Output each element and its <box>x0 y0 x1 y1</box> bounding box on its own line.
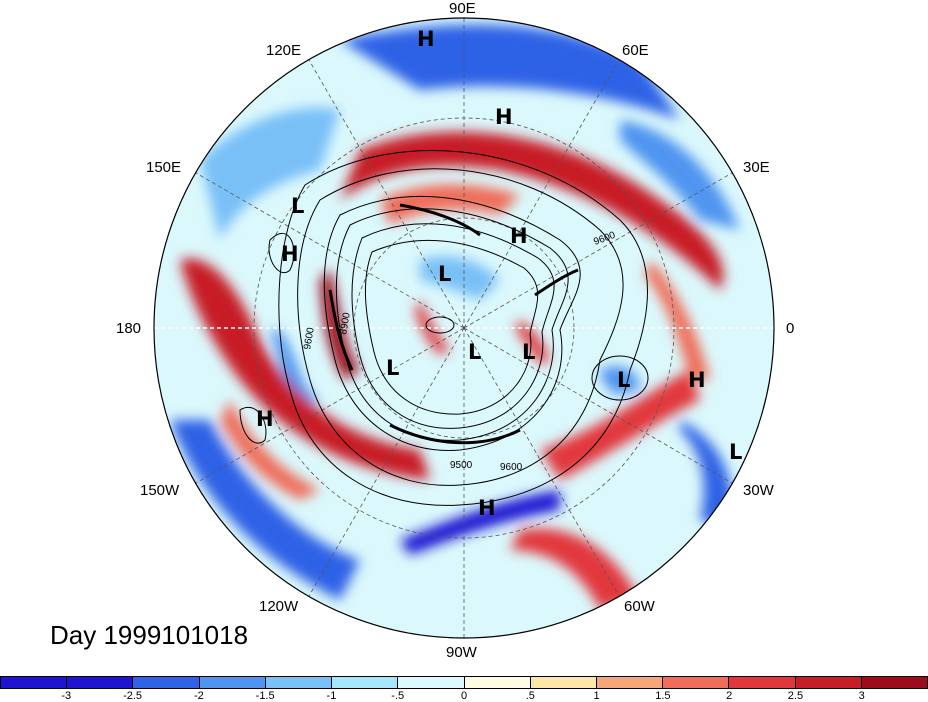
pressure-marker: L <box>617 368 631 392</box>
colorbar-swatch <box>199 677 266 688</box>
anomaly-field <box>154 18 774 638</box>
pressure-marker: H <box>495 105 513 129</box>
map-boundary <box>153 17 775 639</box>
contour-label-3: 9600 <box>500 462 523 473</box>
colorbar-tick-label: 3 <box>858 690 865 702</box>
lon-label-60w: 60W <box>624 598 655 615</box>
height-contours <box>239 150 649 506</box>
contour-label-2: 9500 <box>450 460 473 471</box>
contour-label-group: 9600 8900 9500 9600 9600 <box>302 230 617 473</box>
colorbar-tick-label: -2 <box>193 690 204 702</box>
jet-bands <box>328 203 579 445</box>
lon-label-30w: 30W <box>743 482 774 499</box>
colorbar-tick-label: -1 <box>326 690 337 702</box>
colorbar-swatch <box>0 677 68 688</box>
pressure-marker: H <box>417 27 435 51</box>
lon-label-120w: 120W <box>259 598 299 615</box>
pressure-marker: L <box>729 440 743 464</box>
lon-label-0: 0 <box>786 320 795 337</box>
lon-label-90e: 90E <box>449 0 476 17</box>
colorbar-tick-label: -2.5 <box>123 690 143 702</box>
colorbar-swatch <box>596 677 664 688</box>
pressure-marker: H <box>510 224 528 248</box>
colorbar-swatch <box>67 677 134 688</box>
lon-label-120e: 120E <box>266 42 302 59</box>
pressure-marker: H <box>256 407 274 431</box>
lon-label-150w: 150W <box>140 482 180 499</box>
colorbar-swatch <box>265 677 333 688</box>
date-label: Day 1999101018 <box>50 620 249 650</box>
colorbar-tick-label: -3 <box>61 690 72 702</box>
pressure-marker: L <box>522 340 536 364</box>
colorbar <box>0 676 928 689</box>
colorbar-swatch <box>861 677 928 688</box>
colorbar-swatch <box>133 677 200 688</box>
pressure-marker: H <box>281 242 299 266</box>
pressure-marker: L <box>468 340 482 364</box>
pressure-marker: L <box>291 194 305 218</box>
colorbar-tick-label: 0 <box>460 690 468 702</box>
pressure-marker: H <box>688 368 706 392</box>
colorbar-tick-label: -.5 <box>391 690 405 702</box>
lon-label-60e: 60E <box>622 42 649 59</box>
colorbar-swatch <box>332 677 399 688</box>
colorbar-tick-label: 1 <box>593 690 600 702</box>
lon-label-90w: 90W <box>446 644 477 661</box>
colorbar-tick-label: 1.5 <box>655 690 671 702</box>
pressure-marker: H <box>478 496 496 520</box>
colorbar-swatch <box>464 677 531 688</box>
colorbar-tick-label: 2.5 <box>787 690 804 702</box>
contour-label-0: 9600 <box>302 326 317 350</box>
lon-label-180: 180 <box>116 320 142 337</box>
contour-label-1: 8900 <box>338 311 353 335</box>
colorbar-swatch <box>530 677 597 688</box>
colorbar-swatch <box>729 677 796 688</box>
colorbar-tick-label: -1.5 <box>255 690 275 702</box>
pressure-marker: L <box>438 262 452 286</box>
colorbar-swatch <box>795 677 862 688</box>
colorbar-tick-label: .5 <box>525 690 535 702</box>
colorbar-swatch <box>398 677 465 688</box>
graticule <box>154 18 774 638</box>
pressure-marker: L <box>386 356 400 380</box>
colorbar-tick-label: 2 <box>726 690 733 702</box>
lon-label-150e: 150E <box>146 159 182 176</box>
colorbar-swatch <box>663 677 730 688</box>
lon-label-30e: 30E <box>743 159 770 176</box>
